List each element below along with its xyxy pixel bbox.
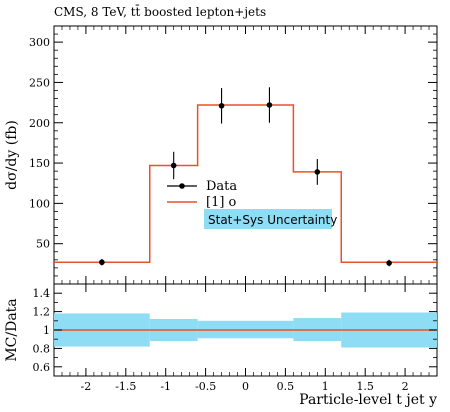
x-axis-label: Particle-level t jet y bbox=[299, 392, 437, 408]
xtick-label: 2 bbox=[402, 380, 409, 393]
legend: Data [1] o Stat+Sys Uncertainty bbox=[167, 179, 337, 229]
legend-uncertainty-box bbox=[204, 209, 332, 229]
ratio-panel bbox=[53, 283, 438, 377]
data-point bbox=[170, 162, 177, 169]
main-ytick-label: 300 bbox=[29, 36, 50, 49]
ratio-ytick-label: 0.8 bbox=[33, 342, 51, 355]
main-ytick-label: 150 bbox=[29, 157, 50, 170]
main-frame bbox=[53, 25, 438, 285]
data-point bbox=[314, 169, 321, 175]
legend-uncertainty-label: Stat+Sys Uncertainty bbox=[208, 213, 337, 227]
xtick-label: 1.5 bbox=[356, 380, 374, 393]
xtick-label: -1 bbox=[160, 380, 171, 393]
ratio-ylabel: MC/Data bbox=[4, 298, 20, 361]
main-ytick-label: 50 bbox=[36, 238, 50, 251]
legend-mc-label: [1] o bbox=[206, 195, 237, 210]
xtick-label: -2 bbox=[81, 380, 92, 393]
main-panel bbox=[53, 25, 438, 285]
mc-step-line bbox=[54, 104, 437, 263]
data-point bbox=[99, 259, 105, 266]
chart-title: CMS, 8 TeV, tt̄ boosted lepton+jets bbox=[54, 3, 266, 19]
ratio-ytick-label: 1.2 bbox=[33, 306, 51, 319]
xtick-label: 0.5 bbox=[277, 380, 295, 393]
data-point bbox=[218, 103, 225, 109]
legend-data-marker bbox=[179, 183, 185, 189]
ratio-ytick-label: 0.6 bbox=[33, 361, 51, 374]
ratio-ytick-label: 1 bbox=[43, 324, 50, 337]
data-point bbox=[386, 260, 392, 266]
ratio-ytick-label: 1.4 bbox=[33, 287, 51, 300]
data-point bbox=[266, 102, 273, 108]
xtick-label: -0.5 bbox=[195, 380, 216, 393]
main-ylabel: dσ/dy (fb) bbox=[4, 120, 20, 190]
xtick-label: 0 bbox=[242, 380, 249, 393]
main-ytick-label: 250 bbox=[29, 76, 50, 89]
xtick-label: -1.5 bbox=[115, 380, 136, 393]
main-ytick-label: 100 bbox=[29, 197, 50, 210]
main-ytick-label: 200 bbox=[29, 117, 50, 130]
xtick-label: 1 bbox=[322, 380, 329, 393]
legend-data-label: Data bbox=[206, 179, 237, 194]
